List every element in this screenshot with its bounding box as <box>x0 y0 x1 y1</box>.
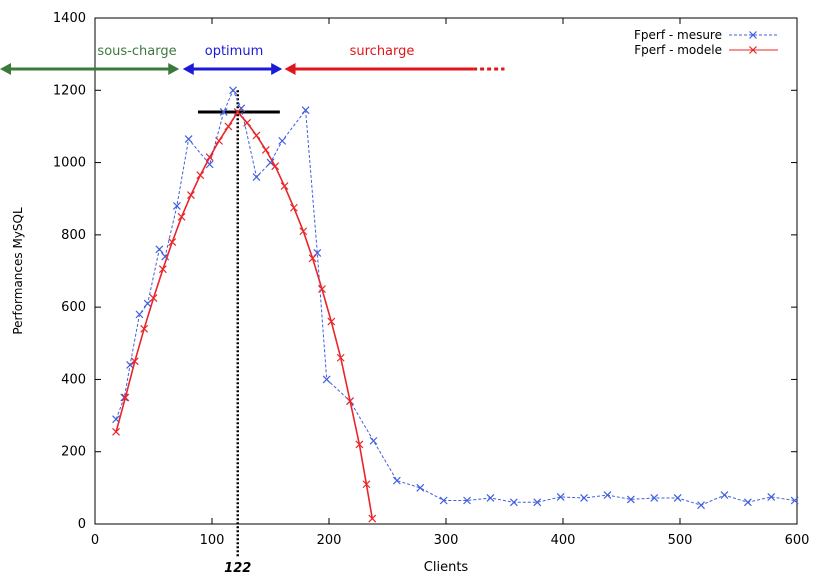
data-point <box>121 393 130 402</box>
legend-label: Fperf - mesure <box>634 28 722 42</box>
data-point <box>224 122 233 131</box>
data-point <box>219 108 228 116</box>
data-point <box>266 158 275 167</box>
data-point <box>252 173 261 181</box>
data-point <box>205 153 214 162</box>
data-point <box>126 361 135 369</box>
legend-marker <box>749 46 757 54</box>
y-tick-label: 200 <box>61 445 86 460</box>
data-point <box>790 496 799 505</box>
series-line <box>115 110 374 519</box>
optimum-label: 122 <box>224 561 251 576</box>
data-point <box>280 182 289 190</box>
series-mesure <box>112 86 799 510</box>
data-point <box>261 145 270 154</box>
data-point <box>130 357 139 366</box>
data-point <box>155 245 164 254</box>
data-point <box>416 483 425 492</box>
series-layer <box>112 86 799 523</box>
y-tick-label: 0 <box>78 517 86 532</box>
data-point <box>603 491 612 500</box>
data-point <box>509 498 518 507</box>
data-point <box>149 294 158 303</box>
data-point <box>697 501 705 510</box>
x-tick-label: 0 <box>91 533 99 548</box>
data-point <box>346 397 354 406</box>
zone-label: sous-charge <box>97 44 176 59</box>
data-point <box>369 436 378 445</box>
data-point <box>533 498 542 507</box>
y-tick-label: 1200 <box>53 83 86 98</box>
y-tick-label: 1000 <box>53 156 86 171</box>
data-point <box>196 171 205 180</box>
data-point <box>177 212 186 221</box>
plot-frame <box>94 17 798 525</box>
zone-arrow-souscharge: sous-charge <box>0 44 180 75</box>
y-tick-label: 600 <box>61 300 86 315</box>
data-point <box>184 135 193 144</box>
data-point <box>289 203 298 212</box>
data-point <box>327 317 336 326</box>
x-tick-label: 400 <box>551 533 576 548</box>
data-point <box>720 491 729 500</box>
x-tick-label: 200 <box>317 533 342 548</box>
data-point <box>233 108 242 116</box>
data-point <box>252 131 261 140</box>
data-point <box>229 86 237 95</box>
zone-label: surcharge <box>350 44 415 59</box>
x-tick-label: 100 <box>200 533 225 548</box>
data-point <box>168 238 177 247</box>
data-point <box>172 202 181 210</box>
data-point <box>626 495 635 504</box>
data-point <box>158 265 167 274</box>
data-point <box>580 494 588 502</box>
data-point <box>299 227 308 236</box>
data-point <box>301 106 310 115</box>
data-point <box>439 496 448 505</box>
y-tick-label: 800 <box>61 228 86 243</box>
data-point <box>278 136 287 145</box>
data-point <box>362 480 371 489</box>
data-point <box>215 136 223 145</box>
data-point <box>271 162 280 171</box>
data-point <box>135 310 144 319</box>
x-tick-label: 500 <box>668 533 693 548</box>
data-point <box>486 494 495 502</box>
annotations: sous-charge optimum surcharge <box>0 44 505 558</box>
data-point <box>463 496 471 505</box>
data-point <box>392 476 401 485</box>
series-line <box>115 89 795 506</box>
legend-marker <box>749 31 757 39</box>
data-point <box>243 118 252 127</box>
x-axis-ticks: 0 100 200 300 400 500 600 <box>91 18 810 548</box>
x-axis-label: Clients <box>424 560 469 575</box>
data-point <box>322 375 331 384</box>
data-point <box>112 427 120 436</box>
data-point <box>318 285 326 293</box>
legend-label: Fperf - modele <box>634 43 722 57</box>
zone-arrow-optimum: optimum <box>182 44 283 75</box>
x-tick-label: 300 <box>434 533 459 548</box>
data-point <box>336 353 345 362</box>
y-tick-label: 1400 <box>53 11 86 26</box>
data-point <box>556 492 565 501</box>
x-tick-label: 600 <box>785 533 810 548</box>
data-point <box>355 440 364 449</box>
y-axis-ticks: 0 200 400 600 800 1000 1200 1400 <box>53 11 797 532</box>
series-modele <box>112 108 377 523</box>
data-point <box>140 324 149 333</box>
y-axis-label: Performances MySQL <box>11 207 25 335</box>
data-point <box>767 492 776 501</box>
data-point <box>187 191 195 200</box>
data-point <box>308 254 317 263</box>
data-point <box>673 494 682 502</box>
data-point <box>368 514 377 523</box>
zone-arrow-surcharge: surcharge <box>284 44 505 75</box>
data-point <box>650 494 659 502</box>
zone-label: optimum <box>205 44 263 59</box>
data-point <box>743 498 752 507</box>
y-tick-label: 400 <box>61 372 86 387</box>
